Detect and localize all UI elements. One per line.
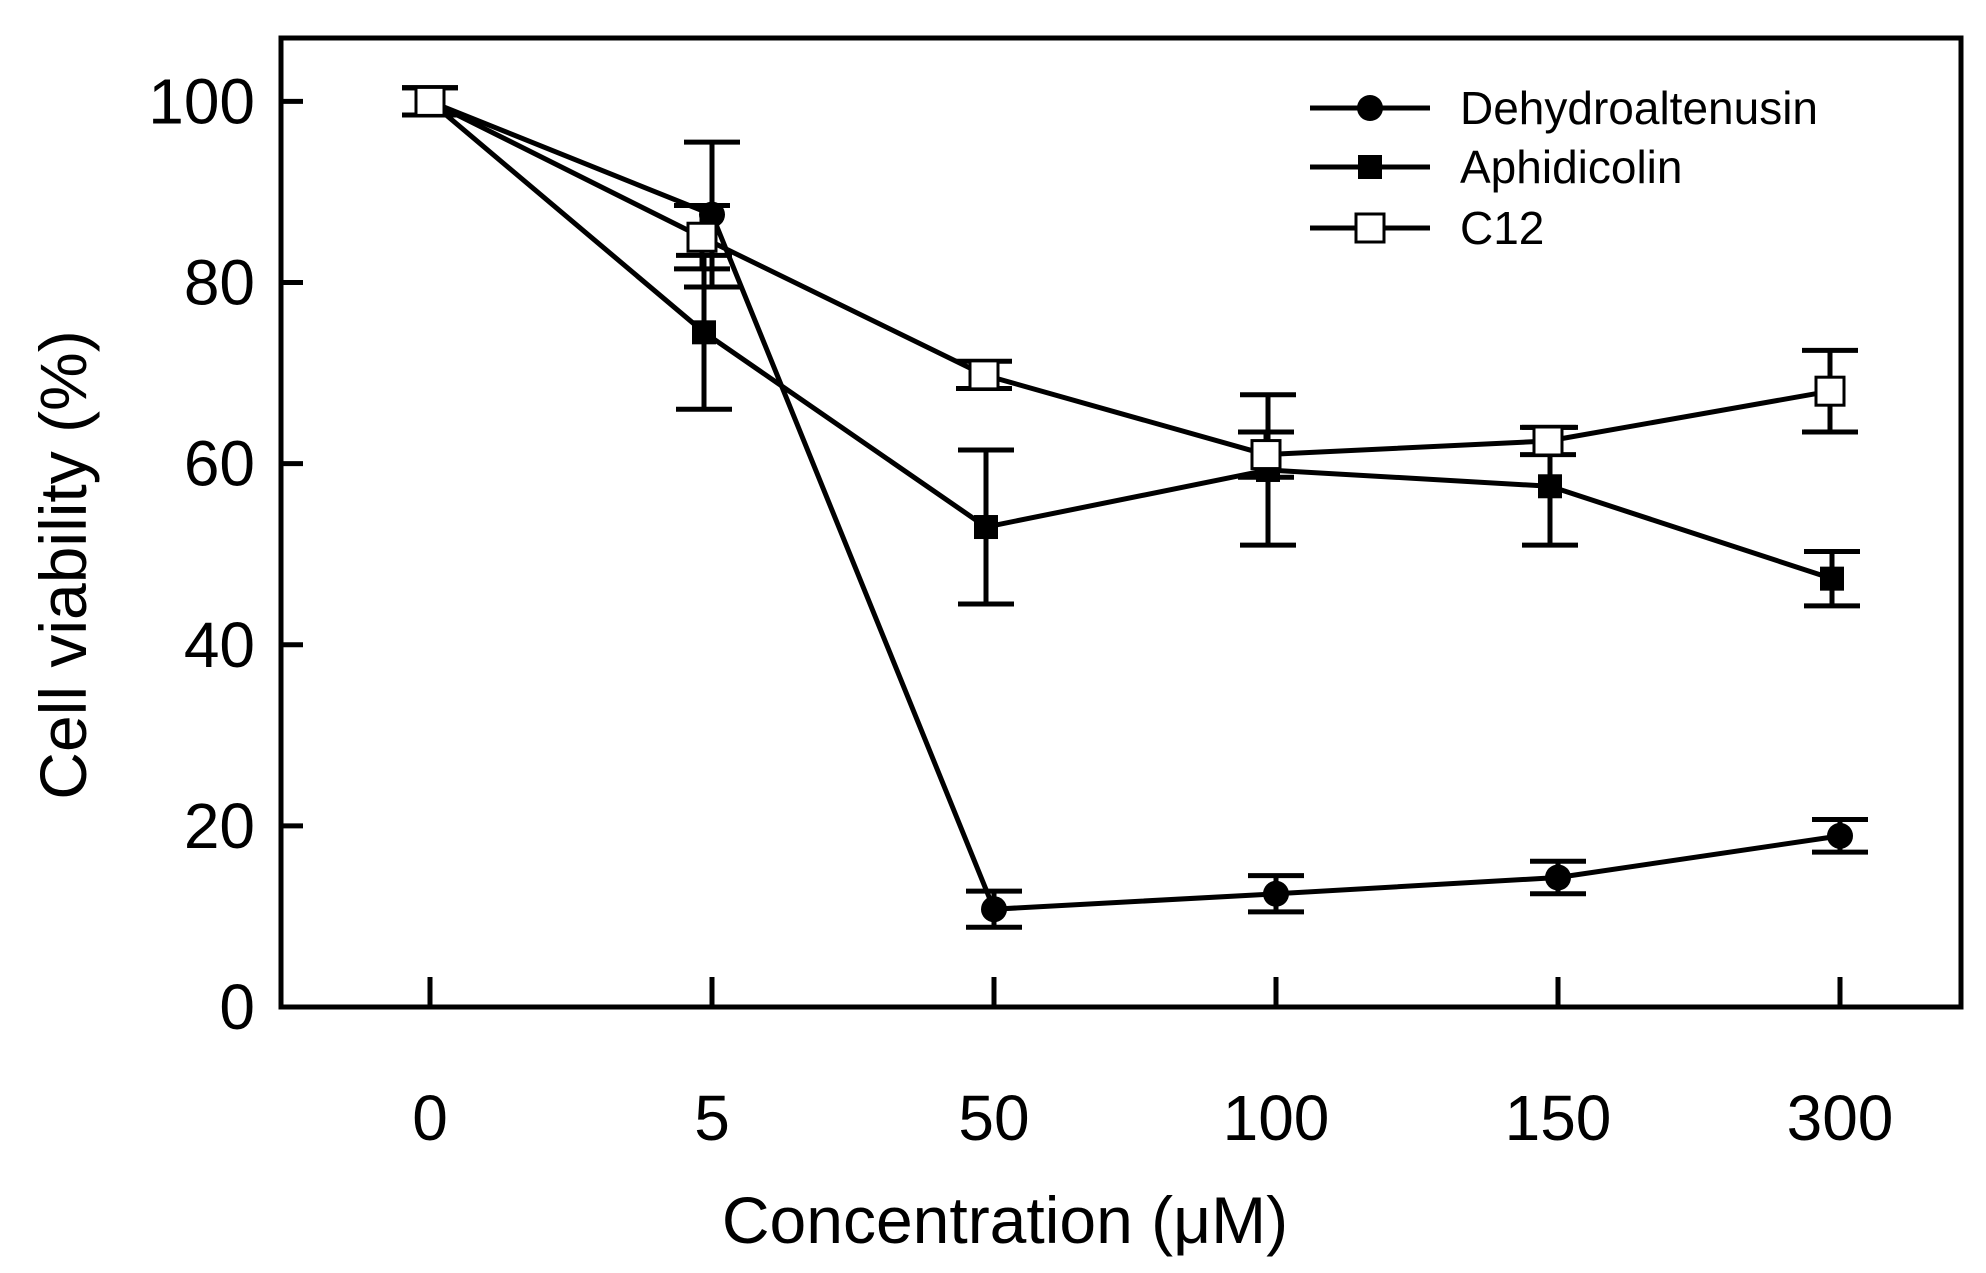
- data-point-dehydroaltenusin-100: [1263, 880, 1289, 907]
- legend-label-aphidicolin: Aphidicolin: [1460, 141, 1682, 193]
- data-point-aphidicolin-150: [1538, 474, 1562, 499]
- plot-area-frame: [278, 35, 1964, 1010]
- x-tick-label-50: 50: [958, 1082, 1029, 1154]
- x-tick-label-100: 100: [1223, 1082, 1330, 1154]
- series-aphidicolin: [402, 85, 1860, 609]
- y-tick-label-40: 40: [184, 609, 255, 681]
- y-tick-label-100: 100: [148, 65, 255, 137]
- x-axis-ticks: 0 5 50 100 150 300: [412, 977, 1893, 1154]
- data-point-aphidicolin-50: [974, 515, 998, 540]
- legend-label-dehydroaltenusin: Dehydroaltenusin: [1460, 82, 1818, 134]
- legend-marker-c12: [1354, 212, 1386, 244]
- data-point-aphidicolin-300: [1820, 566, 1844, 591]
- data-point-dehydroaltenusin-5: [699, 201, 725, 228]
- data-point-c12-300: [1814, 375, 1846, 407]
- x-tick-label-150: 150: [1505, 1082, 1612, 1154]
- data-point-c12-50: [968, 359, 1000, 391]
- data-point-dehydroaltenusin-150: [1545, 864, 1571, 891]
- series-c12: [402, 85, 1858, 480]
- y-tick-label-80: 80: [184, 247, 255, 319]
- y-tick-label-20: 20: [184, 790, 255, 862]
- legend-marker-aphidicolin: [1358, 155, 1382, 179]
- series-line-aphidicolin: [428, 99, 1833, 582]
- legend-item-dehydroaltenusin: Dehydroaltenusin: [1310, 82, 1818, 134]
- y-axis-title: Cell viability (%): [26, 330, 100, 799]
- data-point-aphidicolin-5: [692, 320, 716, 345]
- x-tick-label-5: 5: [694, 1082, 730, 1154]
- series-line-c12: [428, 99, 1831, 458]
- legend-label-c12: C12: [1460, 202, 1544, 254]
- data-point-c12-100: [1250, 439, 1282, 471]
- legend-item-aphidicolin: Aphidicolin: [1310, 141, 1682, 193]
- x-tick-label-0: 0: [412, 1082, 448, 1154]
- series-line-dehydroaltenusin: [429, 99, 1841, 912]
- legend-marker-dehydroaltenusin: [1357, 95, 1383, 121]
- series-layer: [402, 85, 1868, 930]
- legend: Dehydroaltenusin Aphidicolin C12: [1310, 82, 1818, 254]
- y-tick-label-0: 0: [219, 971, 255, 1043]
- data-point-c12-5: [686, 221, 718, 253]
- data-point-dehydroaltenusin-300: [1827, 822, 1853, 849]
- series-dehydroaltenusin: [402, 85, 1868, 930]
- x-tick-label-300: 300: [1787, 1082, 1894, 1154]
- x-axis-title: Concentration (μM): [722, 1183, 1288, 1257]
- data-point-dehydroaltenusin-50: [981, 896, 1007, 923]
- data-point-c12-0: [414, 85, 446, 117]
- data-point-c12-150: [1532, 425, 1564, 457]
- y-tick-label-60: 60: [184, 428, 255, 500]
- legend-item-c12: C12: [1310, 202, 1544, 254]
- y-axis-ticks: 0 20 40 60 80 100: [148, 65, 303, 1043]
